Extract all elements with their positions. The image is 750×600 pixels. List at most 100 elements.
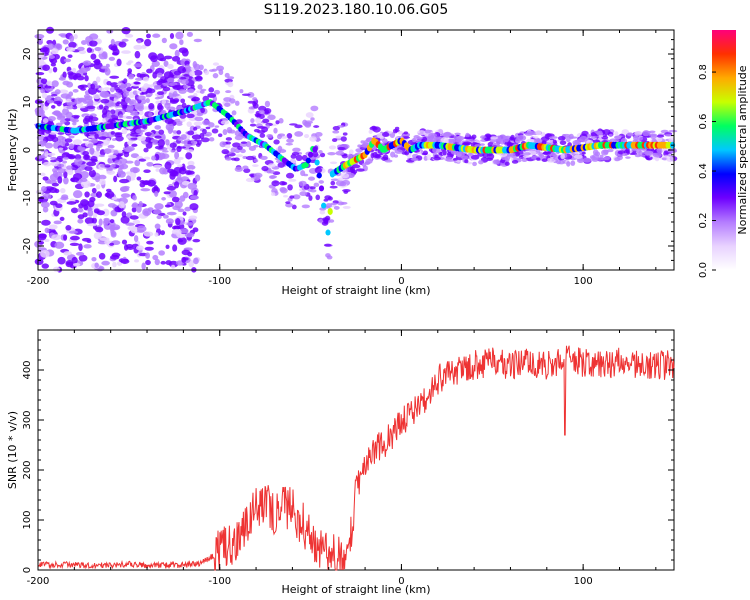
spectrogram-cell [133, 44, 143, 50]
spectrogram-ridge-cell [327, 207, 333, 215]
spectrogram-cell [217, 133, 223, 138]
spectrogram-cell [91, 122, 99, 125]
spectrogram-cell [231, 157, 237, 161]
spectrogram-y-tick-label: 0 [22, 147, 33, 153]
spectrogram-cell [76, 75, 85, 81]
spectrogram-cell [166, 211, 177, 216]
spectrogram-cell [145, 259, 151, 266]
spectrogram-cell [87, 223, 98, 227]
spectrogram-cell [80, 180, 91, 189]
spectrogram-cell [642, 130, 650, 137]
spectrogram-cell [51, 182, 59, 187]
snr-y-tick-label: 300 [22, 410, 33, 429]
spectrogram-cell [190, 140, 197, 145]
spectrogram-cell [122, 185, 130, 190]
spectrogram-cell [220, 120, 230, 125]
colorbar-tick-label: 0.6 [698, 114, 709, 130]
spectrogram-cell [330, 202, 338, 206]
spectrogram-cell [188, 215, 198, 220]
spectrogram-cell [107, 154, 117, 159]
spectrogram-cell [252, 164, 259, 168]
spectrogram-ridge-cell [305, 157, 311, 164]
spectrogram-cell [200, 107, 206, 114]
spectrogram-cell [292, 147, 301, 153]
spectrogram-cell [477, 152, 485, 157]
spectrogram-cell [135, 205, 142, 213]
spectrogram-cell [154, 125, 162, 130]
spectrogram-cell [263, 109, 270, 115]
spectrogram-cell [557, 135, 566, 141]
spectrogram-cell [289, 195, 295, 199]
spectrogram-cell [42, 193, 52, 200]
spectrogram-cell [47, 43, 55, 50]
spectrogram-cell [337, 177, 344, 181]
spectrogram-cell [310, 105, 319, 112]
spectrogram-cell [139, 73, 147, 78]
spectrogram-cell [157, 139, 166, 148]
spectrogram-cell [125, 97, 131, 104]
spectrogram-cell [101, 51, 108, 58]
colorbar: 0.0 0.2 0.4 0.6 0.8 Normalized spectral ampl… [698, 30, 749, 278]
spectrogram-cell [128, 73, 135, 80]
spectrogram-cell [66, 105, 74, 110]
spectrogram-cell [560, 153, 565, 160]
spectrogram-cell [71, 105, 78, 110]
spectrogram-cell [591, 158, 599, 162]
spectrogram-cell [347, 153, 353, 161]
spectrogram-cell [591, 135, 597, 140]
spectrogram-cell [245, 155, 255, 161]
spectrogram-cell [63, 251, 72, 256]
spectrogram-cell [183, 74, 190, 77]
spectrogram-cell [154, 96, 161, 100]
spectrogram-cell [314, 166, 323, 174]
spectrogram-cell [177, 208, 185, 213]
spectrogram-cell [191, 96, 201, 102]
spectrogram-cell [130, 137, 139, 140]
spectrogram-cell [335, 150, 345, 156]
spectrogram-cell [231, 110, 237, 116]
spectrogram-y-tick-label: -20 [22, 238, 33, 254]
spectrogram-cell [122, 91, 129, 98]
spectrogram-cell [432, 147, 441, 154]
spectrogram-cell [224, 141, 232, 145]
spectrogram-cell [349, 166, 356, 173]
spectrogram-cell [110, 131, 115, 135]
spectrogram-cell [144, 38, 152, 47]
spectrogram-cell [309, 186, 316, 190]
spectrogram-cell [332, 130, 340, 134]
spectrogram-cell [43, 161, 52, 167]
spectrogram-cell [663, 150, 669, 157]
spectrogram-cell [39, 140, 47, 145]
spectrogram-cell [89, 147, 95, 155]
spectrogram-cell [178, 167, 187, 175]
spectrogram-cell [374, 154, 382, 159]
spectrogram-cell [51, 234, 62, 241]
spectrogram-cell [154, 135, 162, 139]
spectrogram-cell [184, 206, 191, 212]
spectrogram-cell [171, 56, 181, 62]
spectrogram-cell [69, 35, 75, 43]
spectrogram-cell [219, 141, 227, 148]
spectrogram-cell [51, 94, 58, 97]
spectrogram-cell [87, 82, 92, 89]
spectrogram-cell [165, 139, 170, 146]
spectrogram-cell [286, 138, 294, 143]
spectrogram-cell [521, 158, 528, 162]
spectrogram-cell [89, 40, 98, 47]
spectrogram-cell [177, 156, 184, 160]
spectrogram-cell [100, 98, 110, 104]
spectrogram-cell [179, 195, 186, 202]
snr-panel: -200 -100 0 100 0 100 200 300 400 Height of stra… [6, 329, 675, 596]
spectrogram-cell [51, 136, 59, 143]
spectrogram-cell [59, 216, 65, 221]
snr-x-tick-label: -100 [208, 576, 231, 587]
snr-x-axis-label: Height of straight line (km) [281, 583, 430, 596]
spectrogram-cell [78, 203, 84, 209]
spectrogram-cell [69, 242, 80, 247]
spectrogram-cell [136, 176, 142, 181]
spectrogram-cell [569, 136, 578, 139]
spectrogram-cell [123, 78, 128, 84]
spectrogram-cell [154, 203, 164, 210]
spectrogram-cell [247, 92, 255, 98]
spectrogram-cell [515, 137, 521, 144]
